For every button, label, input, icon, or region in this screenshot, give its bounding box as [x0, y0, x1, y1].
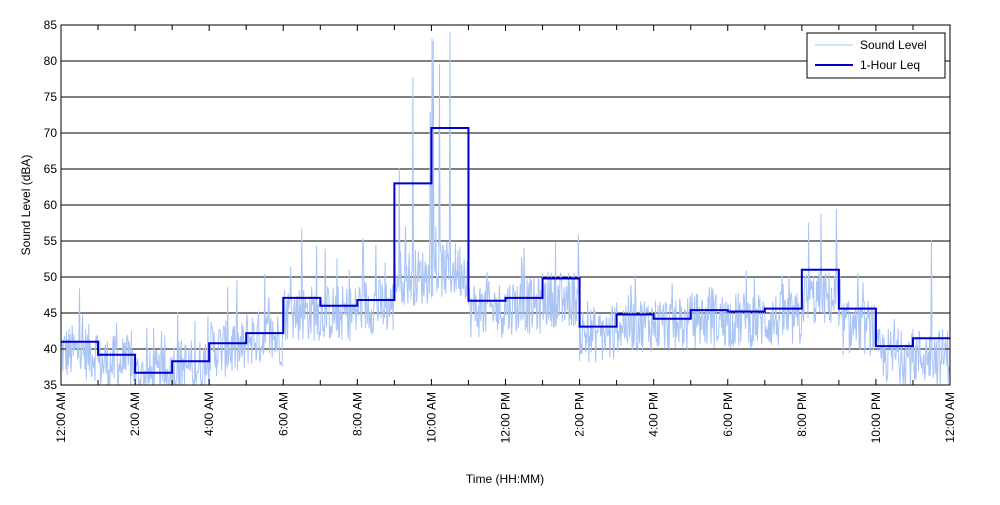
y-tick-label: 85 [44, 18, 58, 32]
y-tick-label: 80 [44, 54, 58, 68]
y-tick-label: 70 [44, 126, 58, 140]
x-axis-label: Time (HH:MM) [466, 472, 544, 486]
sound-level-line [60, 31, 951, 387]
x-tick-label: 10:00 AM [424, 392, 438, 443]
x-tick-label: 4:00 PM [647, 392, 661, 437]
x-tick-label: 2:00 AM [128, 392, 142, 436]
y-tick-label: 40 [44, 342, 58, 356]
y-tick-label: 75 [44, 90, 58, 104]
y-tick-label: 55 [44, 234, 58, 248]
leq-step-line [61, 126, 950, 374]
x-tick-label: 4:00 AM [202, 392, 216, 436]
x-tick-label: 12:00 PM [499, 392, 513, 443]
y-tick-label: 45 [44, 306, 58, 320]
x-tick-label: 12:00 AM [54, 392, 68, 443]
x-tick-label: 6:00 PM [721, 392, 735, 437]
y-tick-label: 60 [44, 198, 58, 212]
x-axis-ticks: 12:00 AM 2:00 AM 4:00 AM 6:00 AM 8:00 AM 10:0… [54, 25, 957, 443]
leq-series [61, 126, 950, 374]
x-tick-label: 10:00 PM [869, 392, 883, 443]
legend-label-leq: 1-Hour Leq [860, 58, 920, 72]
sound-level-series [60, 31, 951, 387]
x-tick-label: 8:00 PM [795, 392, 809, 437]
x-tick-label: 12:00 AM [943, 392, 957, 443]
x-tick-label: 2:00 PM [573, 392, 587, 437]
y-tick-label: 65 [44, 162, 58, 176]
y-tick-label: 50 [44, 270, 58, 284]
legend: Sound Level 1-Hour Leq [806, 32, 946, 79]
y-axis-label: Sound Level (dBA) [19, 155, 33, 256]
x-tick-label: 6:00 AM [276, 392, 290, 436]
y-tick-label: 35 [44, 378, 58, 392]
legend-box [806, 32, 946, 79]
legend-label-sound-level: Sound Level [860, 38, 927, 52]
x-tick-label: 8:00 AM [350, 392, 364, 436]
y-axis-ticks: 35 40 45 50 55 60 65 70 75 80 85 [44, 18, 950, 392]
